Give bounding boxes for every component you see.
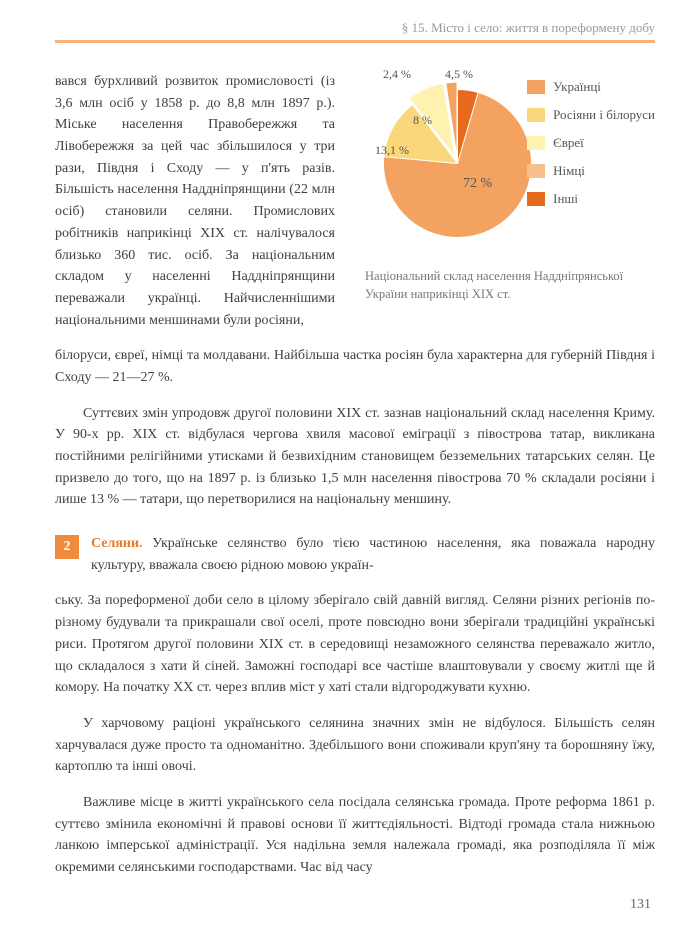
section-title: Селяни. bbox=[91, 536, 143, 551]
swatch bbox=[527, 80, 545, 94]
slice-label-24: 2,4 % bbox=[383, 67, 411, 82]
slice-label-13: 13,1 % bbox=[375, 143, 409, 158]
section2-lead-text: Українське селянство було тією частиною … bbox=[91, 536, 655, 573]
section2-p2: У харчовому раціоні українського селянин… bbox=[55, 713, 655, 778]
legend-item: Українці bbox=[527, 79, 655, 95]
header-rule bbox=[55, 40, 655, 43]
legend-label: Євреї bbox=[553, 135, 584, 151]
swatch bbox=[527, 164, 545, 178]
legend: Українці Росіяни і білоруси Євреї Німці … bbox=[527, 79, 655, 219]
legend-label: Інші bbox=[553, 191, 578, 207]
slice-label-8: 8 % bbox=[413, 113, 432, 128]
legend-item: Німці bbox=[527, 163, 655, 179]
chart-caption: Національний склад населення Наддніпрянс… bbox=[365, 268, 645, 303]
section2-cont: ську. За пореформеної доби село в цілому… bbox=[55, 590, 655, 698]
slice-label-45: 4,5 % bbox=[445, 67, 473, 82]
legend-item: Інші bbox=[527, 191, 655, 207]
legend-item: Євреї bbox=[527, 135, 655, 151]
page-number: 131 bbox=[55, 897, 655, 913]
section-number-badge: 2 bbox=[55, 535, 79, 559]
section2-lead: Селяни. Українське селянство було тією ч… bbox=[91, 533, 655, 576]
legend-label: Росіяни і білоруси bbox=[553, 107, 655, 123]
para2: Суттєвих змін упродовж другої половини X… bbox=[55, 403, 655, 511]
section-2-start: 2 Селяни. Українське селянство було тією… bbox=[55, 533, 655, 590]
legend-item: Росіяни і білоруси bbox=[527, 107, 655, 123]
section2-p3: Важливе місце в житті українського села … bbox=[55, 792, 655, 879]
swatch bbox=[527, 136, 545, 150]
legend-label: Українці bbox=[553, 79, 601, 95]
page-header: § 15. Місто і село: життя в пореформену … bbox=[55, 20, 655, 36]
left-text-column: вався бурхливий розвиток промисловості (… bbox=[55, 71, 335, 331]
pie-svg bbox=[365, 71, 550, 256]
swatch bbox=[527, 108, 545, 122]
pie-chart: 72 % 13,1 % 8 % 2,4 % 4,5 % bbox=[365, 71, 550, 256]
slice-label-72: 72 % bbox=[463, 176, 492, 192]
legend-label: Німці bbox=[553, 163, 585, 179]
para1-tail: білоруси, євреї, німці та молдавани. Най… bbox=[55, 345, 655, 388]
swatch bbox=[527, 192, 545, 206]
chart-column: 72 % 13,1 % 8 % 2,4 % 4,5 % Українці Рос… bbox=[353, 71, 655, 331]
